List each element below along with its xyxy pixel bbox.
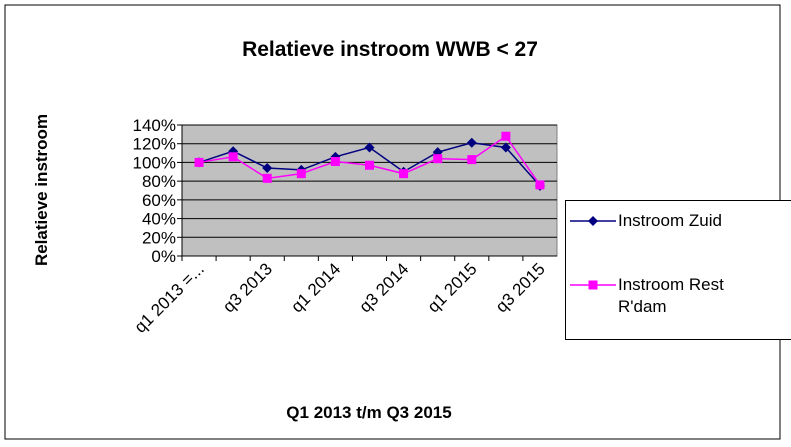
legend: Instroom Zuid Instroom Rest R'dam	[565, 200, 791, 340]
marker	[262, 173, 272, 183]
marker	[535, 180, 545, 190]
legend-swatch	[570, 216, 616, 226]
y-tick-label: 40%	[142, 210, 176, 229]
marker	[330, 156, 340, 166]
y-tick-label: 0%	[151, 247, 176, 266]
marker	[588, 216, 598, 226]
y-tick-label: 80%	[142, 172, 176, 191]
chart-title: Relatieve instroom WWB < 27	[242, 38, 538, 61]
legend-label: Instroom Zuid	[618, 211, 722, 230]
y-axis-title: Relatieve instroom	[32, 114, 51, 266]
marker	[588, 280, 598, 290]
marker	[194, 157, 204, 167]
marker	[364, 142, 375, 153]
legend-swatch	[570, 280, 616, 290]
y-tick-label: 60%	[142, 191, 176, 210]
marker	[365, 160, 374, 170]
x-axis-title: Q1 2013 t/m Q3 2015	[286, 403, 451, 422]
y-tick-label: 140%	[133, 116, 176, 135]
marker	[228, 152, 238, 162]
marker	[500, 142, 511, 153]
marker	[262, 163, 273, 174]
legend-entry: Instroom Zuid	[566, 210, 758, 232]
marker	[399, 169, 409, 179]
marker	[296, 169, 306, 179]
marker	[467, 155, 477, 165]
marker	[433, 154, 443, 164]
legend-label: Instroom Rest R'dam	[618, 275, 724, 316]
y-tick-label: 20%	[142, 228, 176, 247]
y-tick-label: 120%	[133, 135, 176, 154]
legend-entry: Instroom Rest R'dam	[566, 274, 758, 318]
y-tick-label: 100%	[133, 153, 176, 172]
marker	[501, 131, 511, 141]
marker	[466, 137, 477, 148]
